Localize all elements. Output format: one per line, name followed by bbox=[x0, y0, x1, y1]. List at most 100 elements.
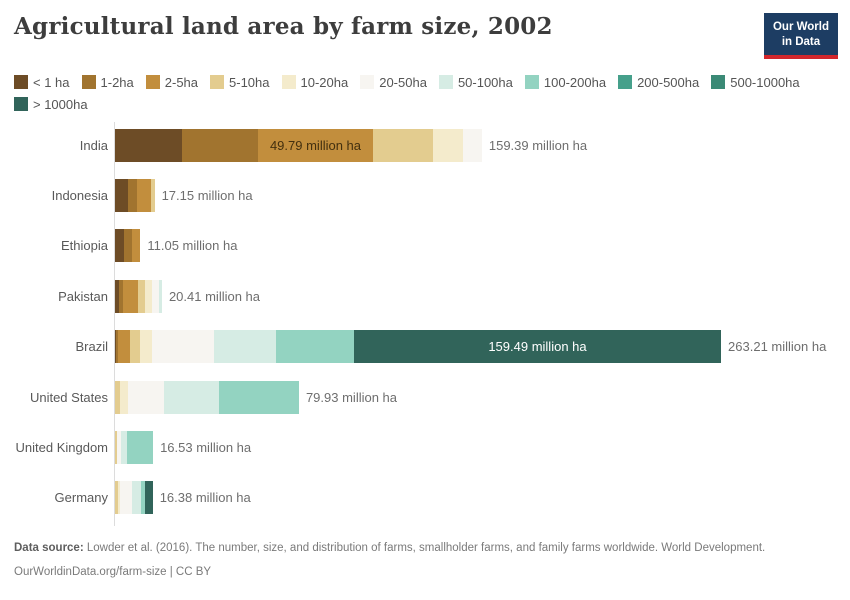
legend-swatch bbox=[14, 75, 28, 90]
footer-link[interactable]: OurWorldinData.org/farm-size | CC BY bbox=[14, 565, 212, 578]
bar-segment-united-states-20-50ha[interactable] bbox=[127, 380, 164, 414]
bar-segment-united-kingdom-5-10ha[interactable] bbox=[115, 430, 118, 464]
total-label-india: 159.39 million ha bbox=[488, 137, 588, 153]
bar-india: 49.79 million ha bbox=[115, 128, 482, 162]
legend-swatch bbox=[81, 75, 96, 90]
bar-united-states bbox=[115, 380, 299, 414]
country-label-germany[interactable]: Germany bbox=[54, 490, 108, 506]
country-label-pakistan[interactable]: Pakistan bbox=[58, 288, 108, 304]
bar-segment-brazil-1-ha[interactable] bbox=[115, 330, 117, 364]
bar-segment-brazil-1000ha[interactable]: 159.49 million ha bbox=[353, 330, 722, 364]
chart-area: India 49.79 million ha 159.39 million ha In… bbox=[0, 120, 850, 530]
total-label-united-kingdom: 16.53 million ha bbox=[160, 439, 252, 455]
legend-item-20-50ha[interactable]: 20-50ha bbox=[360, 75, 427, 90]
bar-segment-united-kingdom-20-50ha[interactable] bbox=[117, 430, 121, 464]
bar-segment-indonesia-2-5ha[interactable] bbox=[136, 178, 151, 212]
legend-label: 20-50ha bbox=[379, 74, 427, 90]
bar-segment-brazil-50-100ha[interactable] bbox=[213, 330, 277, 364]
country-label-united-states[interactable]: United States bbox=[29, 389, 108, 405]
bar-segment-india-10-20ha[interactable] bbox=[432, 128, 464, 162]
bar-segment-germany-100-200ha[interactable] bbox=[141, 481, 145, 515]
total-label-ethiopia: 11.05 million ha bbox=[147, 238, 238, 254]
bar-segment-india-20-50ha[interactable] bbox=[463, 128, 482, 162]
legend-item-5-10ha[interactable]: 5-10ha bbox=[210, 75, 270, 90]
bar-ethiopia bbox=[115, 229, 141, 263]
bar-segment-united-states-5-10ha[interactable] bbox=[115, 380, 121, 414]
bar-segment-brazil-100-200ha[interactable] bbox=[276, 330, 354, 364]
bar-segment-india-2-5ha[interactable]: 49.79 million ha bbox=[258, 128, 373, 162]
bar-segment-pakistan-50-100ha[interactable] bbox=[158, 279, 162, 313]
legend-item-1-ha[interactable]: < 1 ha bbox=[14, 75, 70, 90]
bar-row-pakistan: Pakistan 20.41 million ha bbox=[0, 271, 850, 321]
bar-row-india: India 49.79 million ha 159.39 million ha bbox=[0, 120, 850, 170]
bar-segment-united-kingdom-100-200ha[interactable] bbox=[126, 430, 154, 464]
segment-value-label: 49.79 million ha bbox=[269, 137, 362, 153]
legend-item-1-2ha[interactable]: 1-2ha bbox=[81, 75, 134, 90]
bar-segment-united-states-10-20ha[interactable] bbox=[120, 380, 128, 414]
country-label-brazil[interactable]: Brazil bbox=[75, 339, 108, 355]
bar-segment-india-1-ha[interactable] bbox=[115, 128, 183, 162]
bar-segment-brazil-2-5ha[interactable] bbox=[117, 330, 130, 364]
bar-segment-brazil-10-20ha[interactable] bbox=[139, 330, 152, 364]
legend-label: 10-20ha bbox=[300, 74, 349, 90]
bar-segment-india-1-2ha[interactable] bbox=[182, 128, 259, 162]
bar-segment-united-states-100-200ha[interactable] bbox=[219, 380, 299, 414]
bar-segment-india-5-10ha[interactable] bbox=[372, 128, 433, 162]
total-label-united-states: 79.93 million ha bbox=[305, 389, 398, 405]
total-label-pakistan: 20.41 million ha bbox=[168, 288, 261, 304]
page-title: Agricultural land area by farm size, 200… bbox=[14, 13, 553, 40]
owid-logo[interactable]: Our World in Data bbox=[763, 13, 838, 59]
bar-segment-brazil-1-2ha[interactable] bbox=[116, 330, 118, 364]
y-axis-line bbox=[114, 121, 115, 526]
bar-indonesia bbox=[115, 178, 155, 212]
bar-united-kingdom bbox=[115, 430, 154, 464]
total-label-indonesia: 17.15 million ha bbox=[161, 187, 253, 203]
bar-segment-ethiopia-2-5ha[interactable] bbox=[132, 229, 141, 263]
bar-segment-pakistan-10-20ha[interactable] bbox=[144, 279, 152, 313]
bar-segment-indonesia-5-10ha[interactable] bbox=[150, 178, 155, 212]
bar-segment-united-states-50-100ha[interactable] bbox=[163, 380, 220, 414]
legend-label: < 1 ha bbox=[33, 74, 70, 90]
country-label-ethiopia[interactable]: Ethiopia bbox=[61, 238, 108, 254]
legend-label: 2-5ha bbox=[164, 74, 199, 90]
bar-segment-brazil-5-10ha[interactable] bbox=[129, 330, 140, 364]
legend-item-100-200ha[interactable]: 100-200ha bbox=[524, 75, 606, 90]
legend-item-2-5ha[interactable]: 2-5ha bbox=[145, 74, 199, 90]
bar-row-united-kingdom: United Kingdom 16.53 million ha bbox=[0, 422, 850, 472]
bar-segment-pakistan-1-ha[interactable] bbox=[115, 279, 120, 313]
legend-item-50-100ha[interactable]: 50-100ha bbox=[438, 74, 513, 90]
legend-item-10-20ha[interactable]: 10-20ha bbox=[281, 74, 349, 90]
bar-segment-pakistan-1-2ha[interactable] bbox=[119, 279, 124, 313]
bar-segment-united-kingdom-50-100ha[interactable] bbox=[120, 430, 127, 464]
bar-row-indonesia: Indonesia 17.15 million ha bbox=[0, 170, 850, 220]
bar-segment-brazil-20-50ha[interactable] bbox=[151, 330, 214, 364]
legend-swatch bbox=[360, 75, 375, 90]
legend-swatch bbox=[618, 75, 633, 90]
bar-segment-germany-1000ha[interactable] bbox=[144, 481, 153, 515]
legend-item-500-1000ha[interactable]: 500-1000ha bbox=[711, 75, 800, 90]
legend-item-200-500ha[interactable]: 200-500ha bbox=[618, 75, 699, 90]
legend-item-1000ha[interactable]: > 1000ha bbox=[14, 97, 88, 112]
country-label-indonesia[interactable]: Indonesia bbox=[51, 187, 108, 203]
bar-segment-pakistan-5-10ha[interactable] bbox=[138, 279, 145, 313]
bar-segment-pakistan-2-5ha[interactable] bbox=[123, 279, 139, 313]
bar-row-germany: Germany 16.38 million ha bbox=[0, 473, 850, 523]
owid-logo-line2: in Data bbox=[781, 35, 821, 48]
owid-logo-line1: Our World bbox=[772, 21, 829, 33]
legend-swatch bbox=[438, 75, 453, 90]
bar-segment-germany-20-50ha[interactable] bbox=[120, 481, 132, 515]
bar-segment-germany-50-100ha[interactable] bbox=[131, 481, 142, 515]
legend: < 1 ha 1-2ha 2-5ha 5-10ha 10-20ha 20-50ha 50-1… bbox=[14, 75, 814, 112]
country-label-india[interactable]: India bbox=[79, 137, 108, 153]
legend-label: 50-100ha bbox=[457, 74, 513, 90]
bar-segment-indonesia-1-ha[interactable] bbox=[115, 178, 128, 212]
bar-segment-indonesia-1-2ha[interactable] bbox=[127, 178, 137, 212]
bar-segment-germany-10-20ha[interactable] bbox=[117, 481, 120, 515]
bar-segment-pakistan-20-50ha[interactable] bbox=[151, 279, 159, 313]
country-label-united-kingdom[interactable]: United Kingdom bbox=[15, 439, 109, 455]
bar-segment-ethiopia-1-2ha[interactable] bbox=[124, 229, 133, 263]
bar-segment-germany-5-10ha[interactable] bbox=[115, 481, 118, 515]
source-text: Lowder et al. (2016). The number, size, … bbox=[83, 541, 766, 554]
bar-segment-ethiopia-1-ha[interactable] bbox=[115, 229, 125, 263]
chart-header: Agricultural land area by farm size, 200… bbox=[0, 0, 850, 59]
